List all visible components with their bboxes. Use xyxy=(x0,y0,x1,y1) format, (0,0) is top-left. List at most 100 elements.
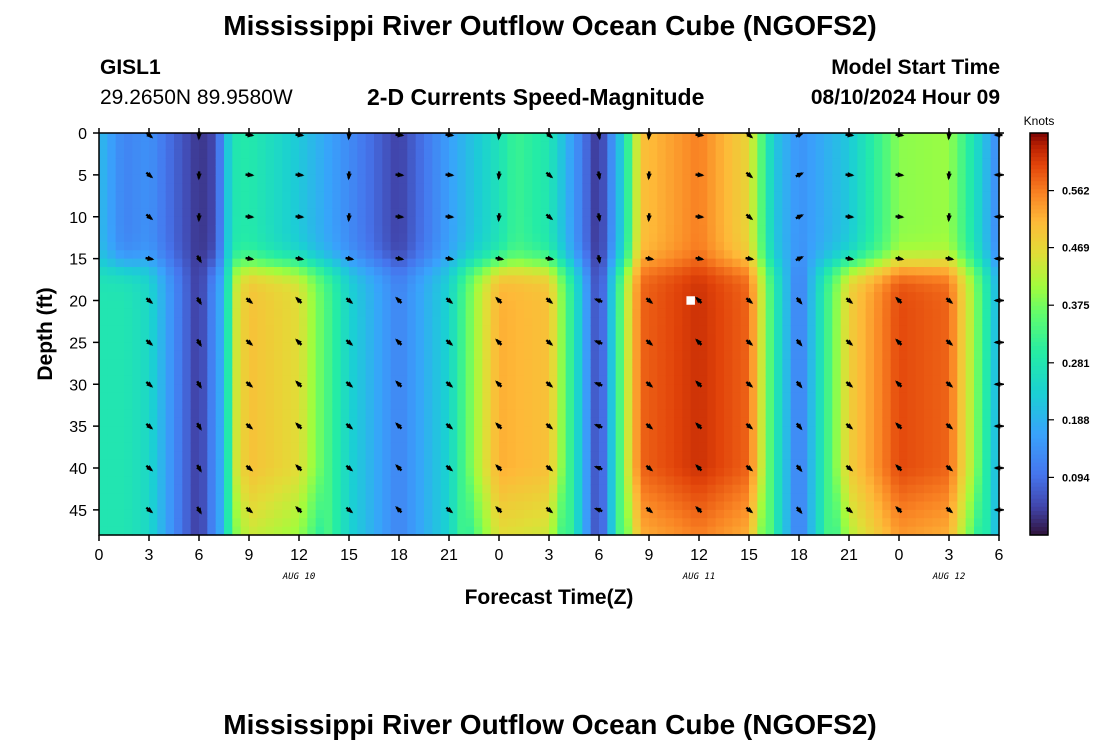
heatmap-cell xyxy=(440,501,450,511)
heatmap-cell xyxy=(724,200,733,209)
heatmap-cell xyxy=(624,375,633,385)
heatmap-cell xyxy=(740,191,750,201)
heatmap-cell xyxy=(257,359,267,369)
heatmap-cell xyxy=(457,476,467,486)
heatmap-cell xyxy=(624,225,633,235)
heatmap-cell xyxy=(874,325,883,335)
heatmap-cell xyxy=(215,233,225,243)
heatmap-cell xyxy=(215,283,225,293)
heatmap-cell xyxy=(140,158,150,168)
heatmap-cell xyxy=(799,233,808,243)
heatmap-cell xyxy=(349,133,358,142)
heatmap-cell xyxy=(715,141,725,151)
heatmap-cell xyxy=(282,509,292,519)
heatmap-cell xyxy=(524,384,533,394)
heatmap-cell xyxy=(824,359,833,369)
heatmap-cell xyxy=(332,183,342,193)
heatmap-cell xyxy=(682,526,692,536)
heatmap-cell xyxy=(632,459,642,469)
heatmap-cell xyxy=(665,409,675,419)
heatmap-cell xyxy=(649,233,658,243)
heatmap-cell xyxy=(390,133,400,142)
heatmap-cell xyxy=(590,308,600,318)
heatmap-cell xyxy=(515,166,525,176)
heatmap-cell xyxy=(665,325,675,335)
heatmap-cell xyxy=(599,233,608,243)
heatmap-cell xyxy=(732,334,742,343)
heatmap-cell xyxy=(549,417,558,427)
heatmap-cell xyxy=(124,350,133,360)
heatmap-cell xyxy=(549,216,558,226)
heatmap-cell xyxy=(649,158,658,168)
heatmap-cell xyxy=(724,459,733,469)
heatmap-cell xyxy=(940,409,950,419)
heatmap-cell xyxy=(507,158,517,168)
heatmap-cell xyxy=(340,342,350,352)
heatmap-cell xyxy=(349,501,358,511)
heatmap-cell xyxy=(765,384,775,394)
heatmap-cell xyxy=(340,133,350,142)
heatmap-cell xyxy=(832,183,842,193)
heatmap-cell xyxy=(682,233,692,243)
heatmap-cell xyxy=(274,493,283,503)
heatmap-cell xyxy=(874,384,883,394)
heatmap-cell xyxy=(549,401,558,410)
heatmap-cell xyxy=(232,283,242,293)
heatmap-cell xyxy=(649,526,658,536)
heatmap-cell xyxy=(682,200,692,209)
heatmap-cell xyxy=(424,300,433,310)
heatmap-cell xyxy=(399,141,408,151)
heatmap-cell xyxy=(715,426,725,436)
heatmap-cell xyxy=(757,183,767,193)
heatmap-cell xyxy=(715,493,725,503)
heatmap-cell xyxy=(190,267,200,276)
heatmap-cell xyxy=(865,426,875,436)
heatmap-cell xyxy=(199,392,208,402)
heatmap-cell xyxy=(840,501,850,511)
heatmap-cell xyxy=(782,174,792,184)
heatmap-cell xyxy=(199,501,208,511)
heatmap-cell xyxy=(257,292,267,302)
heatmap-cell xyxy=(524,501,533,511)
heatmap-cell xyxy=(307,250,317,260)
heatmap-cell xyxy=(624,174,633,184)
heatmap-cell xyxy=(857,300,867,310)
heatmap-cell xyxy=(799,526,808,536)
heatmap-cell xyxy=(757,409,767,419)
heatmap-cell xyxy=(899,375,908,385)
heatmap-cell xyxy=(765,325,775,335)
heatmap-cell xyxy=(765,426,775,436)
heatmap-cell xyxy=(890,325,900,335)
heatmap-cell xyxy=(907,141,917,151)
heatmap-cell xyxy=(657,493,667,503)
heatmap-cell xyxy=(190,417,200,427)
heatmap-cell xyxy=(374,183,383,193)
heatmap-cell xyxy=(265,283,275,293)
heatmap-cell xyxy=(124,149,133,159)
heatmap-cell xyxy=(365,233,375,243)
heatmap-cell xyxy=(415,342,425,352)
heatmap-cell xyxy=(774,459,783,469)
heatmap-cell xyxy=(182,493,192,503)
heatmap-cell xyxy=(857,267,867,276)
heatmap-cell xyxy=(224,426,233,436)
heatmap-cell xyxy=(590,258,600,268)
heatmap-cell xyxy=(199,325,208,335)
heatmap-cell xyxy=(557,325,567,335)
heatmap-cell xyxy=(274,308,283,318)
heatmap-cell xyxy=(357,434,367,444)
heatmap-cell xyxy=(415,459,425,469)
heatmap-cell xyxy=(774,468,783,477)
heatmap-cell xyxy=(915,208,925,218)
heatmap-cell xyxy=(374,509,383,519)
heatmap-cell xyxy=(115,200,125,209)
heatmap-cell xyxy=(907,317,917,327)
heatmap-cell xyxy=(790,216,800,226)
heatmap-cell xyxy=(457,216,467,226)
heatmap-cell xyxy=(149,484,158,494)
heatmap-cell xyxy=(240,292,250,302)
heatmap-cell xyxy=(440,476,450,486)
heatmap-cell xyxy=(507,409,517,419)
heatmap-cell xyxy=(949,267,958,276)
heatmap-cell xyxy=(574,509,583,519)
